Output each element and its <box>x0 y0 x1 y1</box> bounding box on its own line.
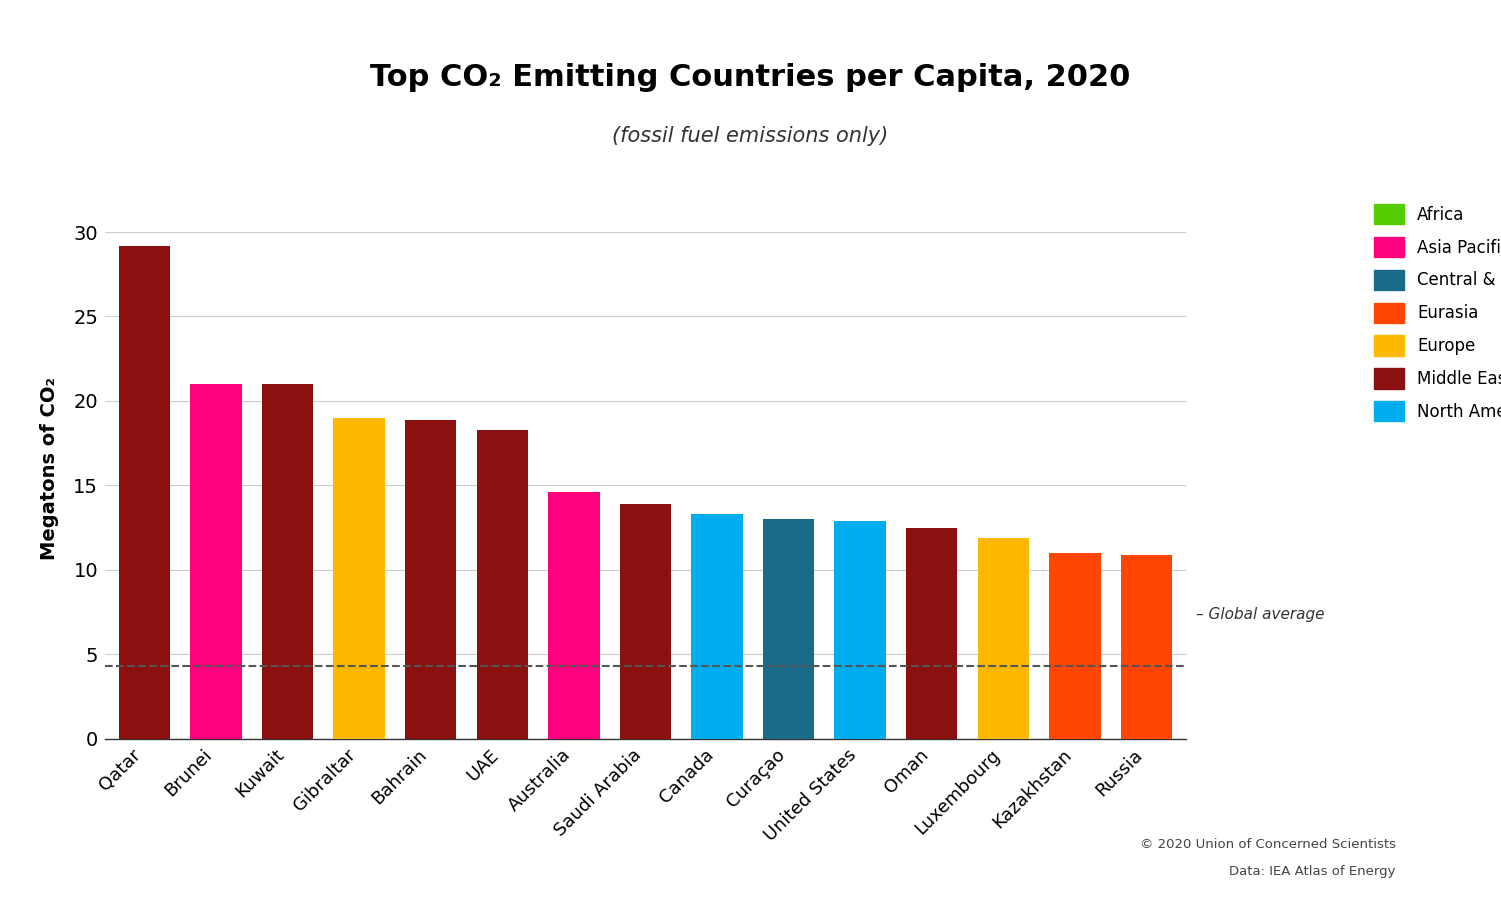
Text: © 2020 Union of Concerned Scientists: © 2020 Union of Concerned Scientists <box>1139 839 1396 851</box>
Bar <box>692 514 743 739</box>
Bar <box>907 528 958 739</box>
Bar <box>1049 553 1100 739</box>
Bar <box>548 492 599 739</box>
Bar <box>977 538 1030 739</box>
Legend: Africa, Asia Pacific, Central & South America, Eurasia, Europe, Middle East, Nor: Africa, Asia Pacific, Central & South Am… <box>1366 196 1501 430</box>
Bar <box>333 418 384 739</box>
Bar <box>119 246 170 739</box>
Bar <box>1121 555 1172 739</box>
Text: – Global average: – Global average <box>1196 607 1325 622</box>
Bar <box>835 521 886 739</box>
Text: (fossil fuel emissions only): (fossil fuel emissions only) <box>612 126 889 146</box>
Bar <box>191 384 242 739</box>
Bar <box>405 420 456 739</box>
Bar <box>763 519 815 739</box>
Text: Top CO₂ Emitting Countries per Capita, 2020: Top CO₂ Emitting Countries per Capita, 2… <box>371 63 1130 92</box>
Bar <box>620 504 671 739</box>
Text: Data: IEA Atlas of Energy: Data: IEA Atlas of Energy <box>1229 866 1396 878</box>
Bar <box>261 384 314 739</box>
Bar <box>476 430 528 739</box>
Y-axis label: Megatons of CO₂: Megatons of CO₂ <box>41 377 60 560</box>
